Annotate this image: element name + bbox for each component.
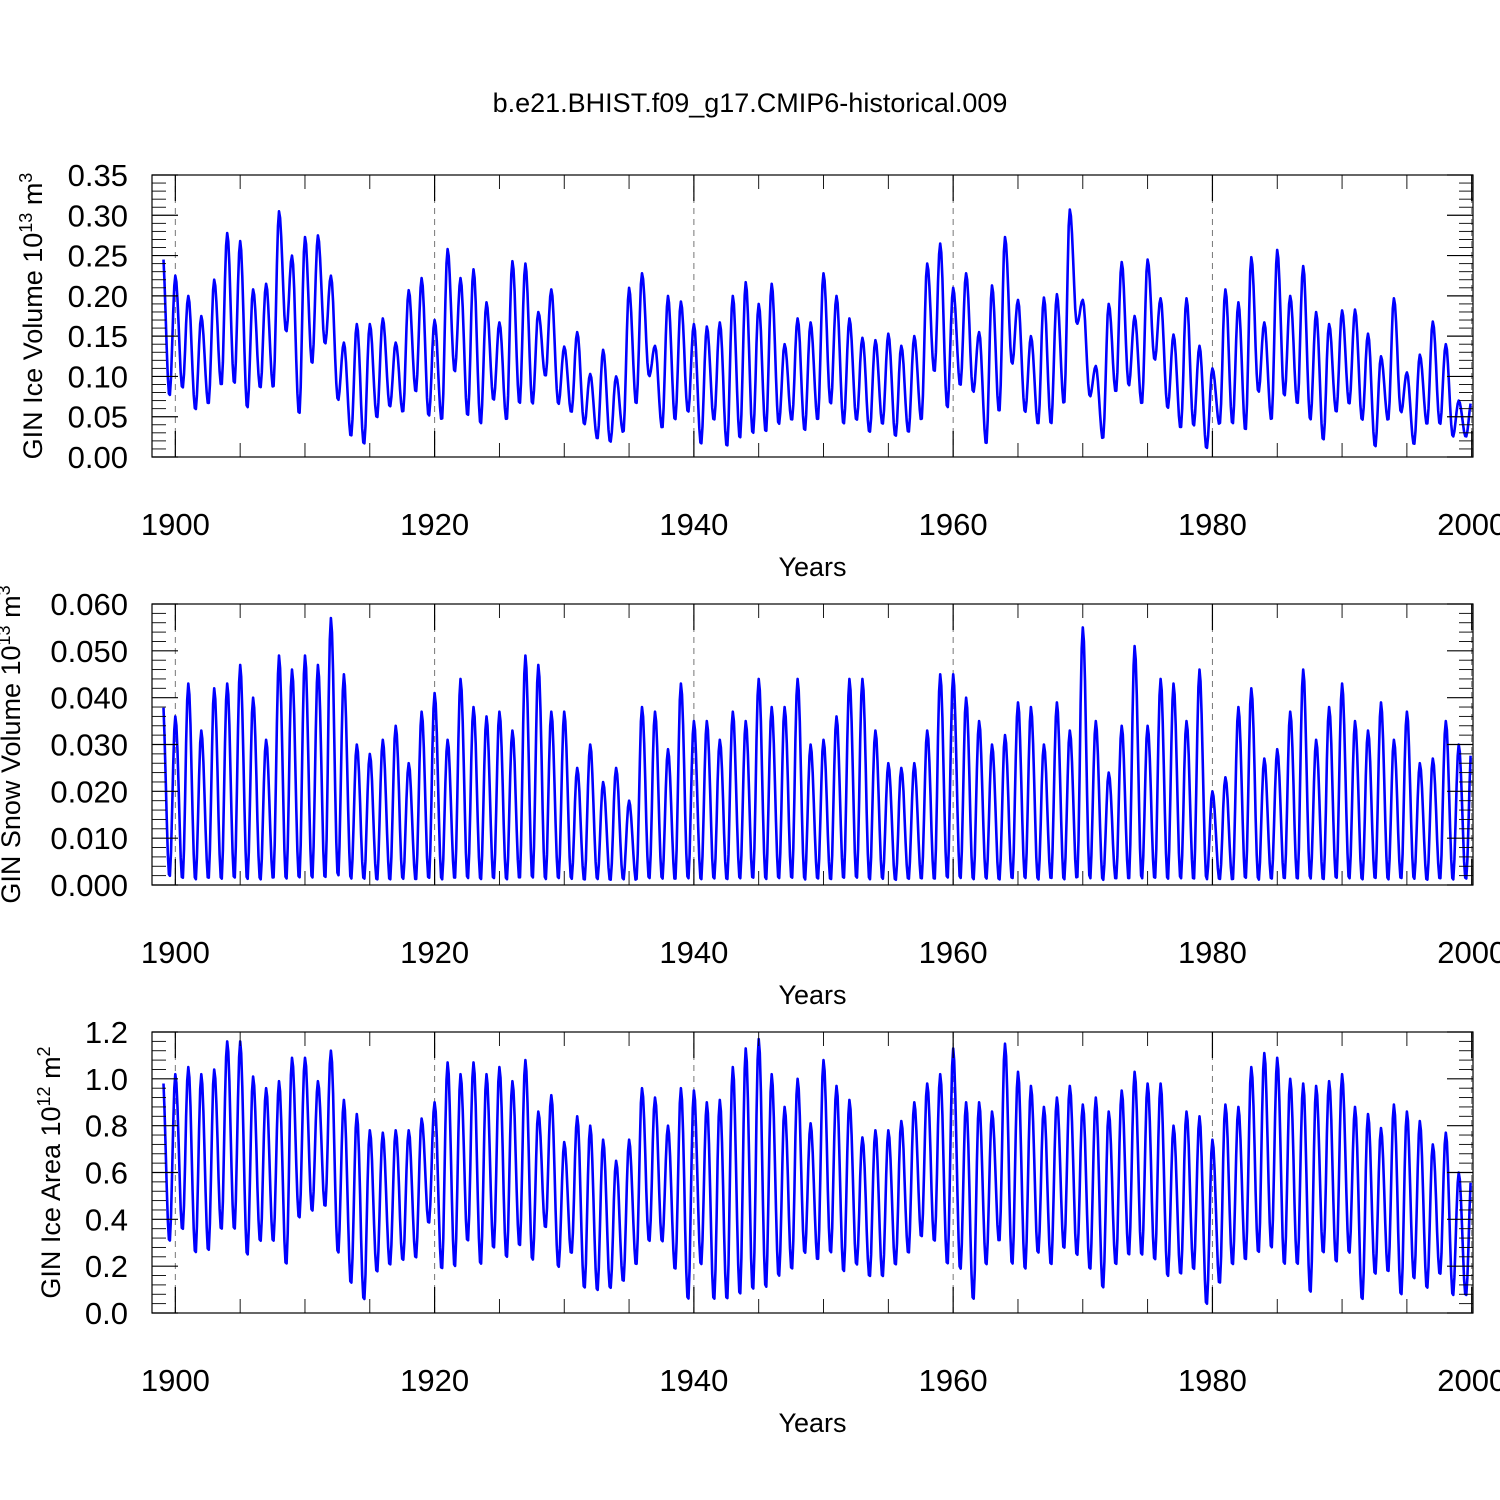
y-tick-label: 0.00 — [68, 440, 128, 475]
panel-ice-area: 0.0 0.2 0.4 0.6 0.8 1.0 1.2 1900 1920 1940 1960 198… — [34, 1015, 1500, 1438]
panel-ice-volume: 0.00 0.05 0.10 0.15 0.20 0.25 0.30 0.35 1900 1920… — [16, 158, 1500, 582]
y-tick-label: 1.0 — [85, 1062, 128, 1097]
series-line-ice-area — [162, 1037, 1472, 1305]
y-axis-label: GIN Ice Volume 1013 m3 — [16, 173, 48, 460]
y-tick-label: 0.040 — [50, 681, 128, 716]
x-tick-label: 1980 — [1178, 507, 1247, 542]
x-axis-label: Years — [778, 980, 846, 1010]
y-tick-label: 0.060 — [50, 587, 128, 622]
x-tick-label: 1920 — [400, 507, 469, 542]
x-tick-label: 1980 — [1178, 935, 1247, 970]
x-tick-label: 1960 — [919, 1363, 988, 1398]
series-line-snow-volume — [162, 616, 1472, 882]
y-tick-label: 0.20 — [68, 279, 128, 314]
x-tick-label: 1920 — [400, 1363, 469, 1398]
y-tick-label: 0.000 — [50, 868, 128, 903]
x-tick-label: 1940 — [659, 507, 728, 542]
x-tick-label: 1960 — [919, 507, 988, 542]
y-tick-label: 0.30 — [68, 198, 128, 233]
y-tick-label: 0.020 — [50, 774, 128, 809]
y-tick-label: 0.05 — [68, 400, 128, 435]
x-tick-label: 2000 — [1437, 935, 1500, 970]
y-tick-label: 0.4 — [85, 1202, 128, 1237]
y-tick-label: 0.15 — [68, 319, 128, 354]
x-axis-label: Years — [778, 1408, 846, 1438]
x-tick-label: 2000 — [1437, 507, 1500, 542]
y-tick-label: 0.25 — [68, 239, 128, 274]
x-tick-label: 1900 — [141, 935, 210, 970]
y-tick-label: 0.050 — [50, 634, 128, 669]
y-tick-label: 0.0 — [85, 1296, 128, 1331]
y-tick-label: 0.35 — [68, 158, 128, 193]
y-tick-label: 0.6 — [85, 1156, 128, 1191]
x-tick-label: 1940 — [659, 935, 728, 970]
x-tick-label: 2000 — [1437, 1363, 1500, 1398]
x-tick-label: 1980 — [1178, 1363, 1247, 1398]
x-tick-label: 1920 — [400, 935, 469, 970]
series-line-ice-volume — [162, 208, 1472, 450]
x-tick-label: 1960 — [919, 935, 988, 970]
x-tick-label: 1900 — [141, 1363, 210, 1398]
y-tick-label: 0.2 — [85, 1249, 128, 1284]
y-tick-label: 1.2 — [85, 1015, 128, 1050]
figure-title: b.e21.BHIST.f09_g17.CMIP6-historical.009 — [493, 88, 1008, 118]
y-axis-label: GIN Snow Volume 1013 m3 — [0, 585, 26, 903]
y-tick-label: 0.030 — [50, 728, 128, 763]
y-tick-label: 0.8 — [85, 1109, 128, 1144]
x-tick-label: 1940 — [659, 1363, 728, 1398]
y-tick-label: 0.10 — [68, 359, 128, 394]
panel-snow-volume: 0.000 0.010 0.020 0.030 0.040 0.050 0.060 1900 1… — [0, 585, 1500, 1010]
y-tick-label: 0.010 — [50, 821, 128, 856]
plot-frame — [151, 174, 1474, 458]
y-axis-label: GIN Ice Area 1012 m2 — [34, 1046, 66, 1298]
x-axis-label: Years — [778, 552, 846, 582]
x-tick-label: 1900 — [141, 507, 210, 542]
